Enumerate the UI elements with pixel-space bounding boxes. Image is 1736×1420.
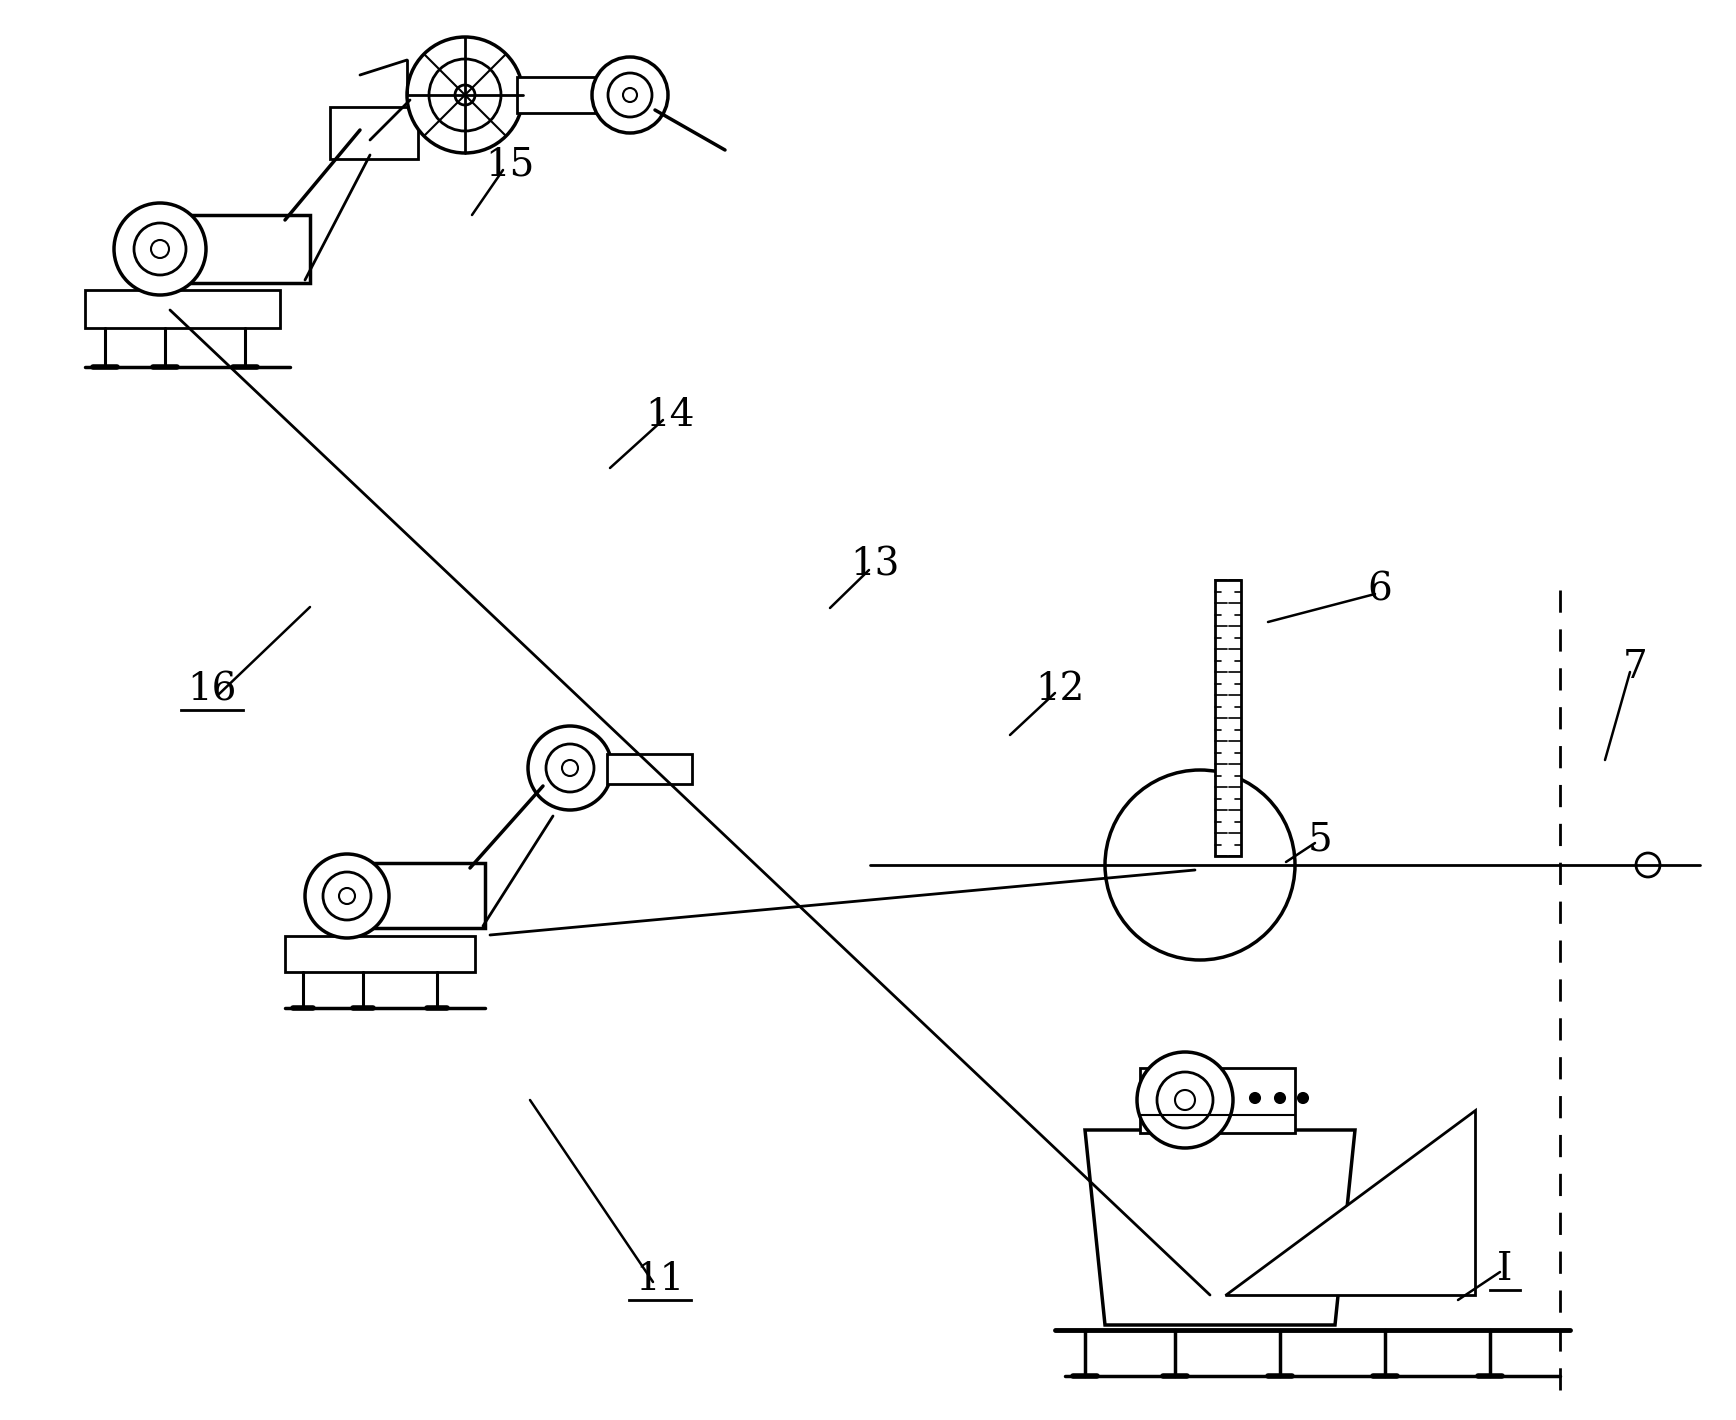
Polygon shape [1226,1110,1476,1295]
Circle shape [1175,1091,1194,1110]
Text: 11: 11 [635,1261,684,1298]
Circle shape [1274,1093,1285,1103]
Bar [1215,579,1241,856]
Bar [330,106,418,159]
Bar [285,936,476,973]
Circle shape [562,760,578,775]
Bar [141,214,311,283]
Circle shape [592,57,668,133]
Bar [85,290,279,328]
Circle shape [623,88,637,102]
Circle shape [455,85,476,105]
Text: I: I [1498,1251,1512,1288]
Circle shape [608,72,653,116]
Text: 5: 5 [1307,822,1332,859]
Circle shape [528,726,613,809]
Bar [608,754,693,784]
Circle shape [306,853,389,939]
Circle shape [406,37,523,153]
Text: 16: 16 [187,672,236,709]
Text: 7: 7 [1623,649,1647,686]
Circle shape [323,872,372,920]
Text: 13: 13 [851,547,899,584]
Circle shape [1299,1093,1307,1103]
Text: 14: 14 [646,396,694,433]
Circle shape [1156,1072,1213,1127]
Text: 6: 6 [1368,571,1392,609]
Bar [1141,1068,1295,1133]
Polygon shape [1085,1130,1356,1325]
Circle shape [1250,1093,1260,1103]
Circle shape [339,888,354,905]
Text: 12: 12 [1035,672,1085,709]
Circle shape [429,60,502,131]
Circle shape [547,744,594,792]
Circle shape [1137,1052,1233,1147]
Bar [330,863,484,929]
Circle shape [115,203,207,295]
Circle shape [151,240,168,258]
Circle shape [1106,770,1295,960]
Circle shape [1635,853,1660,878]
Circle shape [134,223,186,275]
Bar [517,77,613,114]
Text: 15: 15 [486,146,535,183]
